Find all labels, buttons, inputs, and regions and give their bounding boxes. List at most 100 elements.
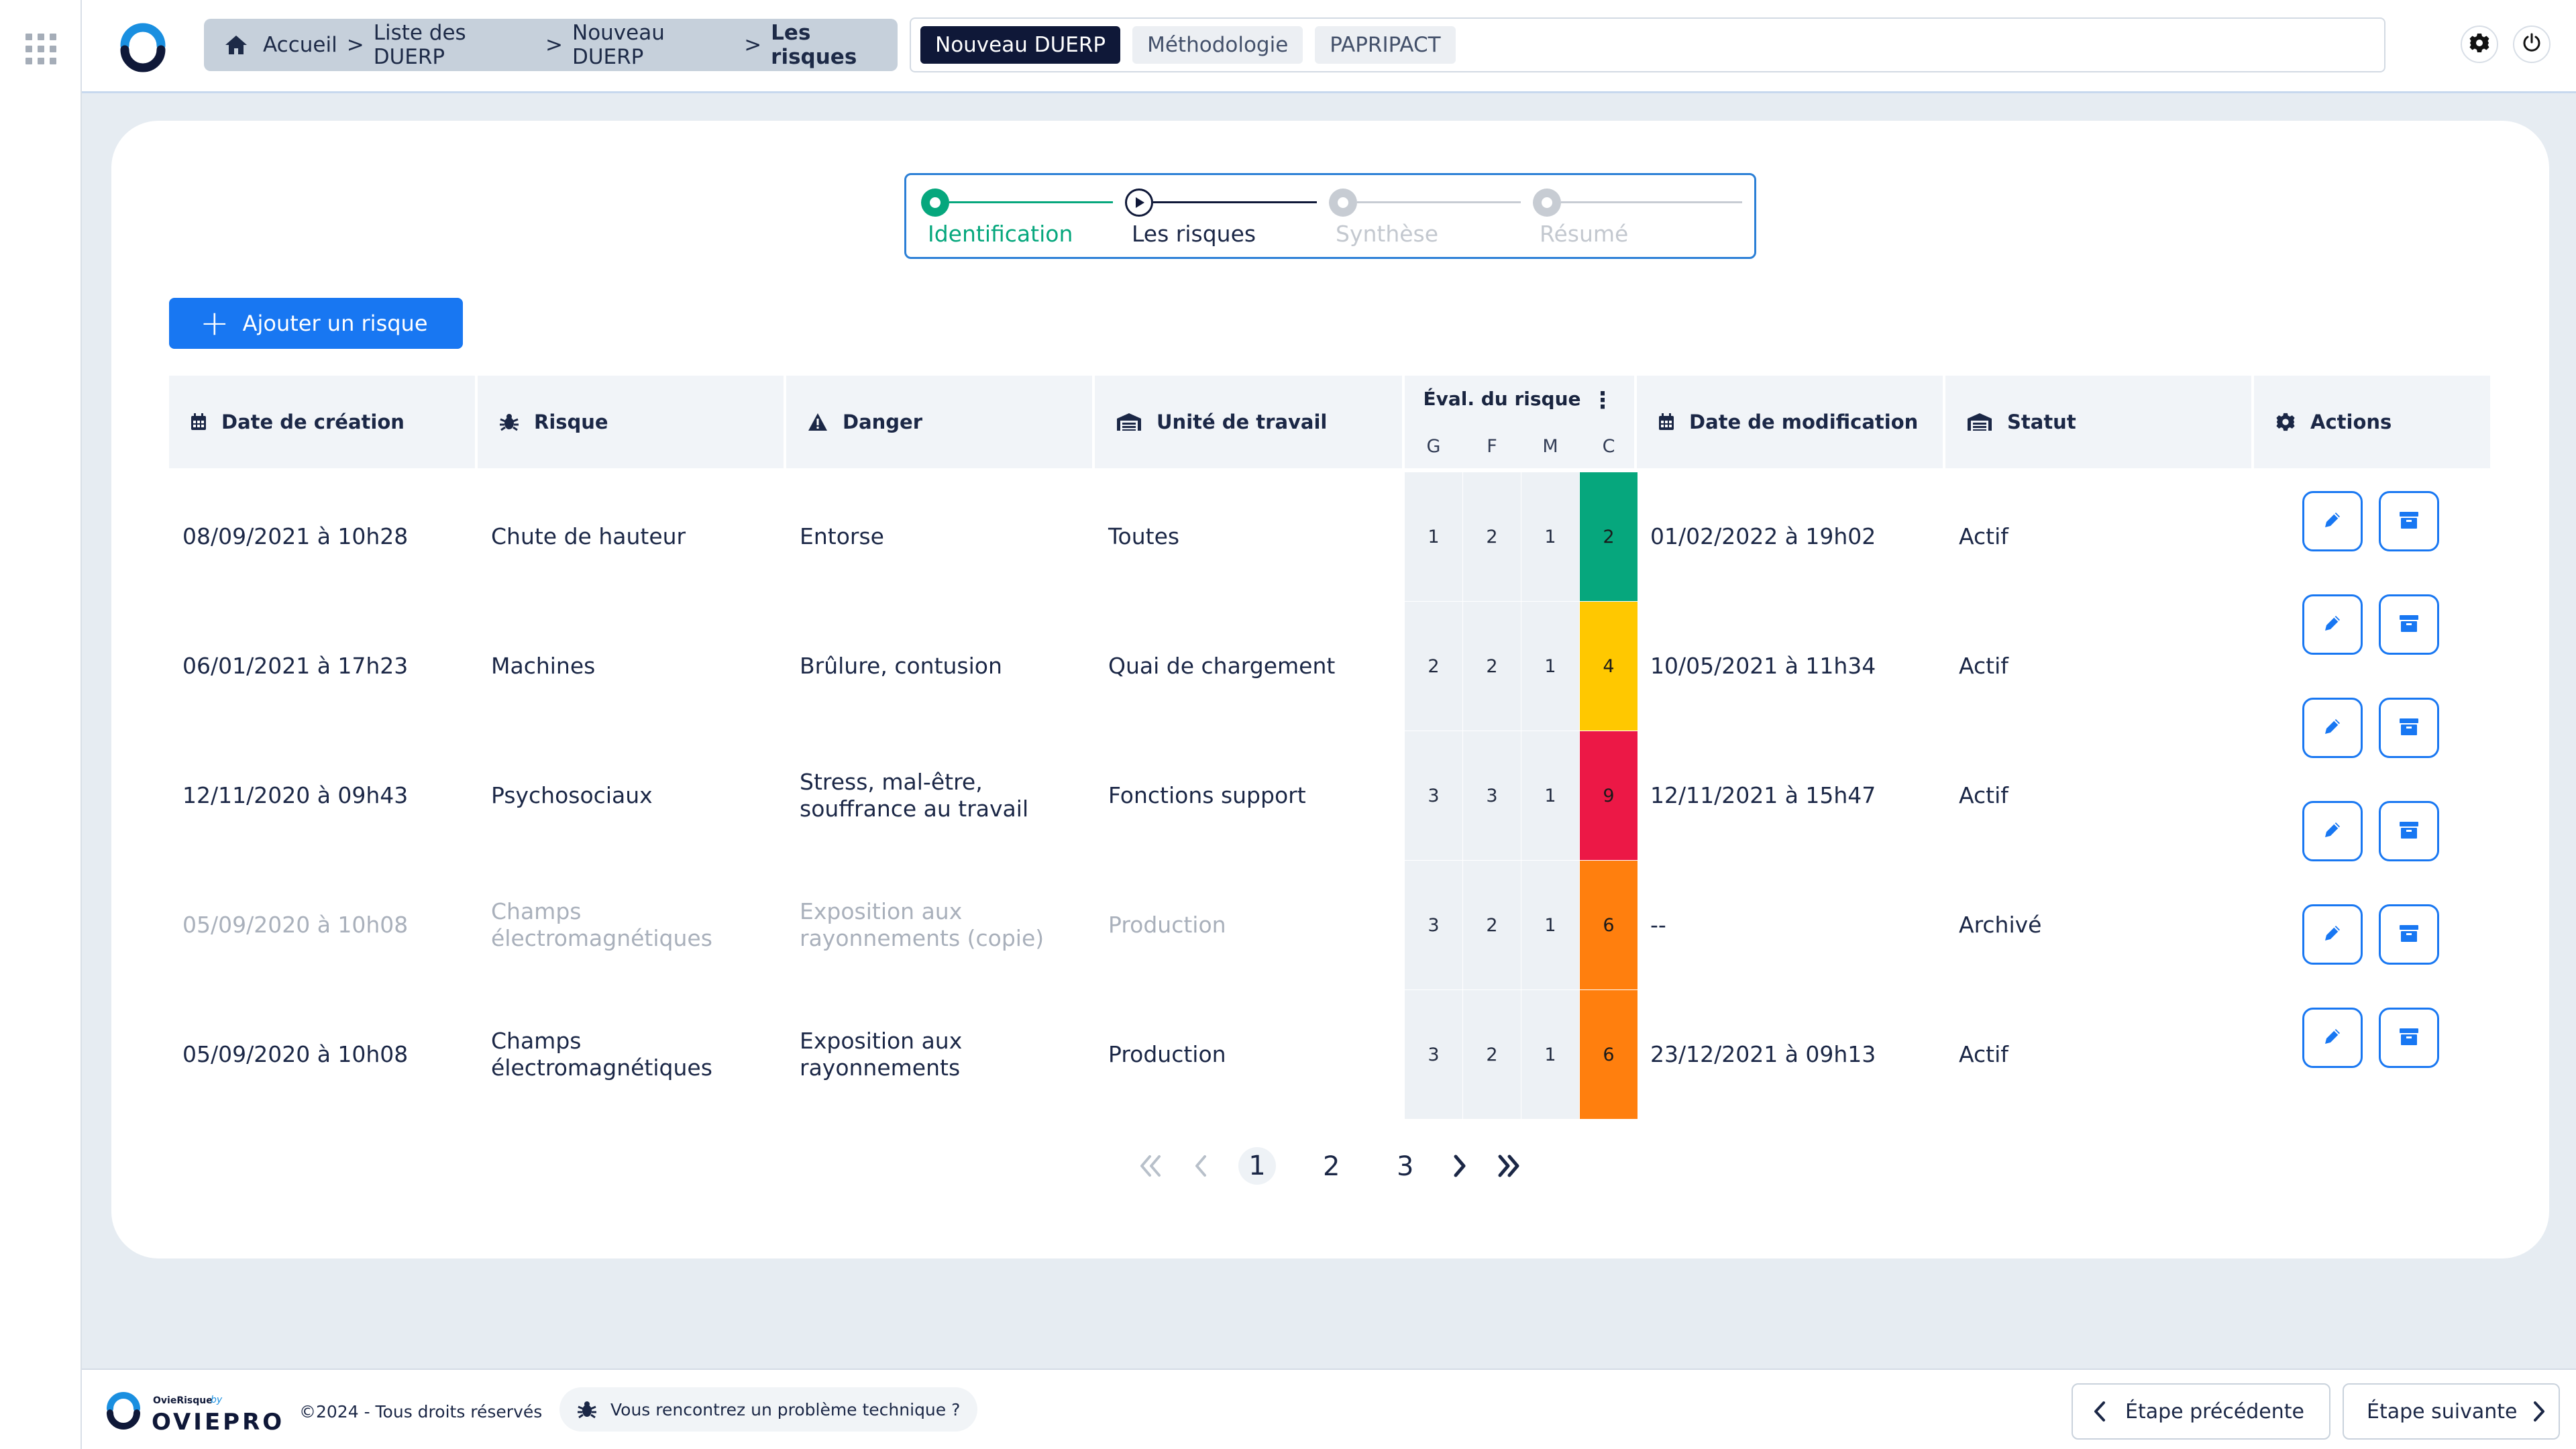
table-row-archived[interactable]: 05/09/2020 à 10h08 Champs électromagnéti… [169,861,2490,989]
previous-step-button[interactable]: Étape précédente [2072,1383,2330,1440]
bug-icon [499,413,519,431]
cell-eval-g: 2 [1405,602,1462,731]
cell-date-modif: 10/05/2021 à 11h34 [1650,653,1876,679]
settings-button[interactable] [2461,25,2498,63]
archive-button[interactable] [2379,594,2439,655]
cell-eval-m: 1 [1521,731,1579,860]
cell-date-modif: -- [1650,912,1666,938]
app-logo-icon[interactable] [115,19,170,72]
add-risk-button[interactable]: + Ajouter un risque [169,298,463,349]
cell-eval-c: 2 [1580,472,1638,601]
stepper-line-done [949,201,1113,203]
left-app-bar [0,0,82,1449]
archive-icon [2398,510,2420,533]
column-header-actions: Actions [2254,376,2490,468]
breadcrumb-item-liste[interactable]: Liste des DUERP [373,21,466,69]
edit-button[interactable] [2302,698,2363,758]
step-label-identification[interactable]: Identification [928,221,1073,247]
column-header-evaluation: Éval. du risque ⋮ G F M C [1405,376,1634,468]
pencil-icon [2321,922,2344,947]
edit-button[interactable] [2302,801,2363,861]
table-row[interactable]: 05/09/2020 à 10h08 Champs électromagnéti… [169,990,2490,1119]
breadcrumb-item-accueil[interactable]: Accueil [263,33,337,57]
calendar-icon [191,413,207,431]
warehouse-icon [1967,413,1992,431]
step-label-risques[interactable]: Les risques [1132,221,1256,247]
tab-methodologie[interactable]: Méthodologie [1132,26,1303,64]
next-step-button[interactable]: Étape suivante [2343,1383,2560,1440]
column-header-label: Risque [534,411,608,433]
step-label-resume: Résumé [1540,221,1629,247]
edit-button[interactable] [2302,491,2363,551]
first-page-icon[interactable] [1136,1152,1166,1186]
archive-button[interactable] [2379,904,2439,965]
apps-grid-icon[interactable] [25,34,56,64]
eval-sub-g: G [1426,436,1441,457]
step-label-synthese: Synthèse [1336,221,1439,247]
cell-eval-f: 2 [1463,861,1521,989]
edit-button[interactable] [2302,904,2363,965]
prev-page-icon[interactable] [1193,1152,1209,1186]
breadcrumb-item-nouveau[interactable]: Nouveau DUERP [572,21,665,69]
cell-eval-f: 2 [1463,472,1521,601]
column-header-label: Unité de travail [1157,411,1328,433]
bug-icon [577,1400,597,1419]
evaluation-header-label: Éval. du risque [1423,388,1581,410]
eval-sub-c: C [1602,436,1615,457]
step-pending-icon [1329,189,1357,217]
tab-nouveau-duerp[interactable]: Nouveau DUERP [920,26,1121,64]
next-step-label: Étape suivante [2367,1399,2518,1424]
last-page-icon[interactable] [1493,1152,1523,1186]
home-icon[interactable] [224,34,248,56]
edit-button[interactable] [2302,1008,2363,1068]
report-problem-button[interactable]: Vous rencontrez un problème technique ? [559,1387,978,1432]
logo-brand: OVIEPRO [152,1409,285,1436]
archive-button[interactable] [2379,801,2439,861]
logout-button[interactable] [2513,25,2551,63]
page-2-button[interactable]: 2 [1323,1151,1340,1182]
column-header-date-modif[interactable]: Date de modification [1637,376,1943,468]
oviepro-logo[interactable]: OvieRisque by OVIEPRO [106,1389,282,1436]
archive-button[interactable] [2379,698,2439,758]
column-header-statut[interactable]: Statut [1945,376,2251,468]
report-problem-label: Vous rencontrez un problème technique ? [610,1399,961,1419]
more-vertical-icon[interactable]: ⋮ [1591,387,1614,414]
page-1-button[interactable]: 1 [1238,1147,1276,1185]
breadcrumb-separator: > [545,33,563,57]
tab-papripact[interactable]: PAPRIPACT [1315,26,1456,64]
breadcrumb-separator: > [346,33,364,57]
cell-unite: Toutes [1108,523,1180,549]
column-header-date-creation[interactable]: Date de création [169,376,475,468]
cell-statut: Archivé [1959,912,2042,938]
logo-by: by [211,1395,223,1405]
cell-eval-m: 1 [1521,472,1579,601]
cell-eval-g: 3 [1405,990,1462,1119]
chevron-right-icon [2532,1400,2546,1423]
next-page-icon[interactable] [1452,1152,1468,1186]
table-row[interactable]: 06/01/2021 à 17h23 Machines Brûlure, con… [169,602,2490,731]
cell-eval-c: 6 [1580,990,1638,1119]
archive-icon [2398,923,2420,946]
column-header-unite[interactable]: Unité de travail [1095,376,1402,468]
cell-danger: Exposition aux rayonnements [800,1028,963,1081]
previous-step-label: Étape précédente [2125,1399,2304,1424]
page-3-button[interactable]: 3 [1397,1151,1414,1182]
cell-risque: Champs électromagnétiques [491,1028,712,1081]
table-row[interactable]: 08/09/2021 à 10h28 Chute de hauteur Ento… [169,472,2490,601]
cell-eval-f: 2 [1463,990,1521,1119]
cell-statut: Actif [1959,1041,2008,1067]
cell-unite: Production [1108,1041,1226,1067]
cell-eval-m: 1 [1521,861,1579,989]
table-row[interactable]: 12/11/2020 à 09h43 Psychosociaux Stress,… [169,731,2490,860]
archive-icon [2398,820,2420,843]
tab-bar: Nouveau DUERP Méthodologie PAPRIPACT [910,17,2385,72]
archive-button[interactable] [2379,491,2439,551]
archive-button[interactable] [2379,1008,2439,1068]
edit-button[interactable] [2302,594,2363,655]
column-header-danger[interactable]: Danger [786,376,1092,468]
column-header-risque[interactable]: Risque [478,376,784,468]
pencil-icon [2321,508,2344,534]
step-pending-icon [1533,189,1561,217]
logo-app-name: OvieRisque [153,1395,213,1406]
cell-eval-c: 6 [1580,861,1638,989]
